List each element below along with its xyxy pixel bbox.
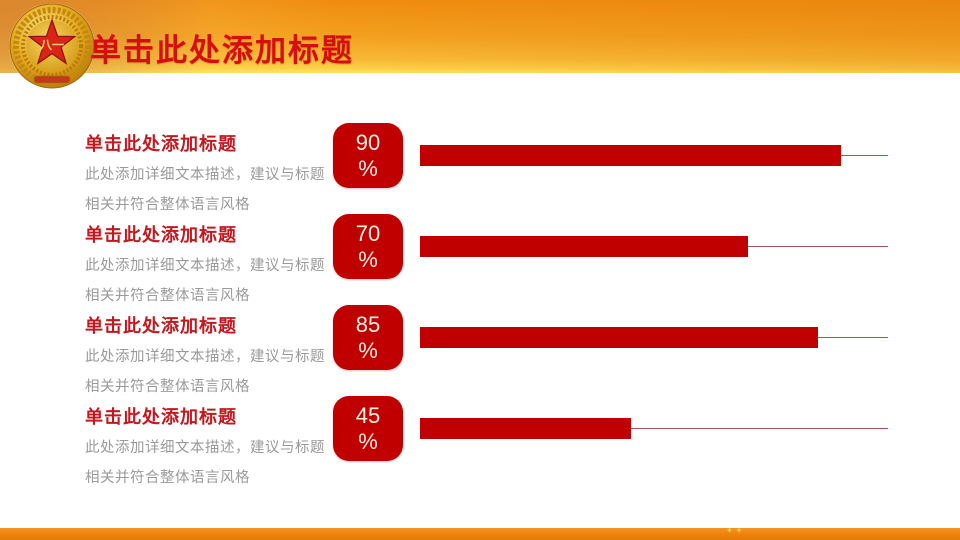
metric-row: 单击此处添加标题 此处添加详细文本描述，建议与标题相关并符合整体语言风格 85 … (0, 305, 960, 396)
badge-value: 70 (355, 220, 381, 246)
bar-track (420, 418, 888, 439)
row-description: 此处添加详细文本描述，建议与标题相关并符合整体语言风格 (85, 258, 325, 304)
row-heading: 单击此处添加标题 (85, 134, 237, 154)
badge-unit: % (358, 246, 378, 272)
slide-title: 单击此处添加标题 (90, 33, 354, 68)
percentage-badge: 45 % (333, 396, 403, 461)
row-description: 此处添加详细文本描述，建议与标题相关并符合整体语言风格 (85, 349, 325, 395)
emblem-characters: 八一 (39, 38, 64, 52)
badge-unit: % (358, 337, 378, 363)
axis-line (420, 427, 888, 429)
badge-value: 85 (355, 311, 381, 337)
bar-track (420, 145, 888, 166)
badge-unit: % (358, 155, 378, 181)
percentage-badge: 85 % (333, 305, 403, 370)
percentage-badge: 90 % (333, 123, 403, 188)
badge-value: 45 (355, 402, 381, 428)
gold-ornament-icon: ✦✦ (726, 526, 746, 535)
percentage-badge: 70 % (333, 214, 403, 279)
bar (420, 418, 631, 439)
metric-row: 单击此处添加标题 此处添加详细文本描述，建议与标题相关并符合整体语言风格 90 … (0, 123, 960, 214)
metric-rows: 单击此处添加标题 此处添加详细文本描述，建议与标题相关并符合整体语言风格 90 … (0, 123, 960, 487)
row-text-block: 单击此处添加标题 此处添加详细文本描述，建议与标题相关并符合整体语言风格 (85, 222, 335, 311)
row-heading: 单击此处添加标题 (85, 316, 237, 336)
slide-header: 八一 单击此处添加标题 (0, 0, 960, 89)
bar-track (420, 327, 888, 348)
row-heading: 单击此处添加标题 (85, 407, 237, 427)
red-star-icon (27, 18, 77, 65)
row-description: 此处添加详细文本描述，建议与标题相关并符合整体语言风格 (85, 167, 325, 213)
row-heading: 单击此处添加标题 (85, 225, 237, 245)
badge-unit: % (358, 428, 378, 454)
metric-row: 单击此处添加标题 此处添加详细文本描述，建议与标题相关并符合整体语言风格 45 … (0, 396, 960, 487)
bar (420, 236, 748, 257)
pla-emblem-icon: 八一 (9, 3, 95, 89)
bar (420, 145, 842, 166)
row-text-block: 单击此处添加标题 此处添加详细文本描述，建议与标题相关并符合整体语言风格 (85, 404, 335, 493)
badge-value: 90 (355, 129, 381, 155)
bar-track (420, 236, 888, 257)
row-text-block: 单击此处添加标题 此处添加详细文本描述，建议与标题相关并符合整体语言风格 (85, 313, 335, 402)
row-description: 此处添加详细文本描述，建议与标题相关并符合整体语言风格 (85, 440, 325, 486)
metric-row: 单击此处添加标题 此处添加详细文本描述，建议与标题相关并符合整体语言风格 70 … (0, 214, 960, 305)
row-text-block: 单击此处添加标题 此处添加详细文本描述，建议与标题相关并符合整体语言风格 (85, 131, 335, 220)
bar (420, 327, 818, 348)
footer-strip: ✦✦ (0, 526, 960, 540)
